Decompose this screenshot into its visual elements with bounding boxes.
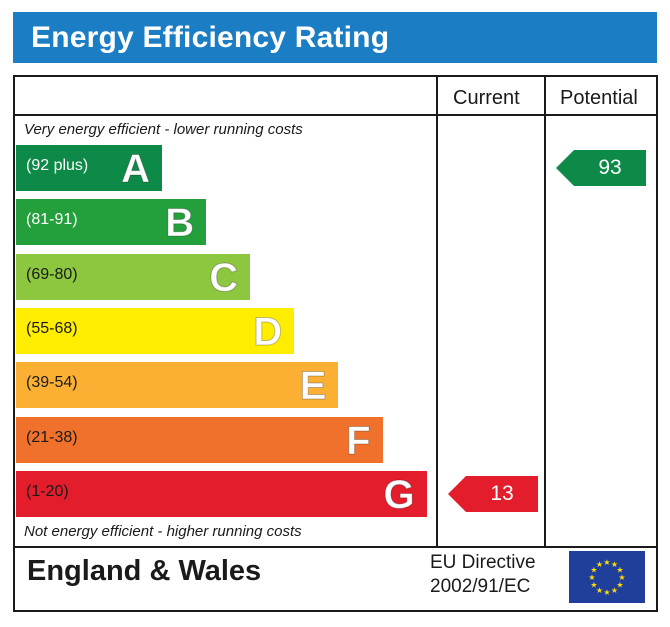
band-b: (81-91) B [16,199,207,246]
band-letter: A [121,147,151,192]
eu-star: ★ [603,558,610,567]
eu-directive: EU Directive 2002/91/EC [430,551,536,599]
rating-table: Current Potential Very energy efficient … [13,75,658,612]
band-g: (1-20) G [16,470,427,517]
eu-star: ★ [596,560,603,569]
band-range-label: (81-91) [26,211,78,229]
potential-rating-arrow: 93 [556,150,646,186]
top-note: Very energy efficient - lower running co… [24,121,303,138]
eu-star: ★ [618,573,625,582]
band-range-label: (55-68) [26,319,78,337]
band-range-label: (1-20) [26,482,69,500]
band-letter: G [383,472,415,517]
directive-line2: 2002/91/EC [430,576,531,597]
band-letter: B [165,201,195,246]
eu-star: ★ [588,573,595,582]
current-column-divider [436,77,438,548]
band-f: (21-38) F [16,416,383,463]
band-letter: F [346,418,371,463]
page-title: Energy Efficiency Rating [31,21,390,54]
footer-divider [15,546,656,548]
header-divider [15,114,656,116]
band-letter: E [299,364,327,409]
band-letter: C [209,255,239,300]
arrow-body [574,150,646,186]
band-d: (55-68) D [16,307,295,354]
band-e: (39-54) E [16,362,339,409]
eu-flag-icon: ★ ★ ★ ★ ★ ★ ★ ★ ★ ★ ★ ★ [569,551,645,603]
current-rating-arrow: 13 [448,475,538,512]
eu-star: ★ [616,566,623,575]
eu-star: ★ [590,566,597,575]
directive-line1: EU Directive [430,552,536,573]
band-range-label: (69-80) [26,265,78,283]
band-a: (92 plus) A [16,145,162,192]
band-range-label: (39-54) [26,374,78,392]
band-letter: D [253,309,283,354]
potential-rating-arrow-value: 93 [598,156,622,179]
eu-star: ★ [611,560,618,569]
band-c: (69-80) C [16,253,251,300]
current-column-header: Current [453,87,520,109]
bottom-note: Not energy efficient - higher running co… [24,523,302,540]
potential-column-divider [544,77,546,548]
band-range-label: (21-38) [26,428,78,446]
eu-star: ★ [616,581,623,590]
arrow-body [466,475,538,512]
eu-star: ★ [590,581,597,590]
country-label: England & Wales [27,555,262,587]
current-rating-arrow-value: 13 [490,481,514,505]
eu-star: ★ [596,586,603,595]
potential-column-header: Potential [560,87,638,109]
title-bar: Energy Efficiency Rating [13,12,657,63]
band-range-label: (92 plus) [26,157,89,174]
arrow-head [448,475,466,512]
eu-star: ★ [611,586,618,595]
arrow-head [556,150,574,186]
eu-star: ★ [603,588,610,597]
